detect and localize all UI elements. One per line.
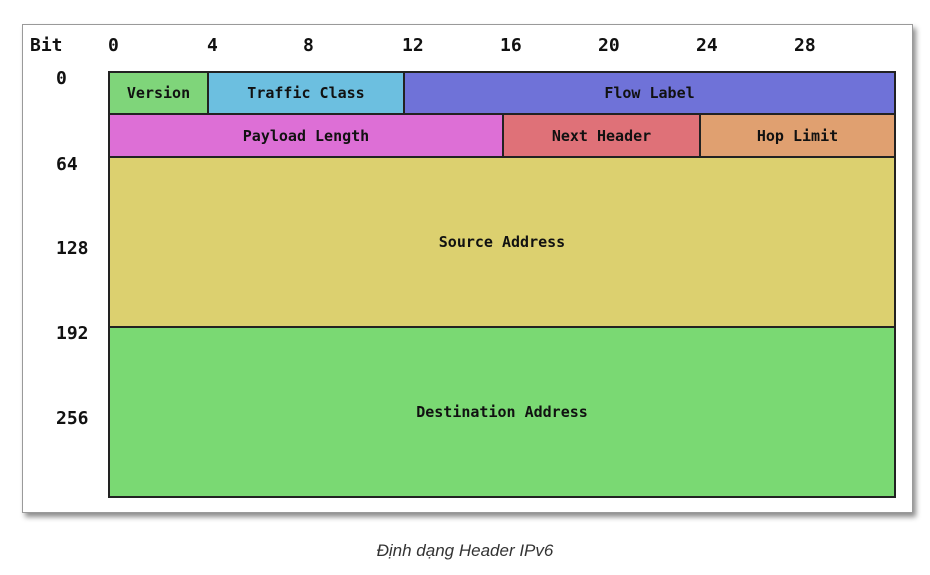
field-destination-address: Destination Address <box>108 326 896 498</box>
field-traffic-class: Traffic Class <box>207 71 405 115</box>
figure-caption: Định dạng Header IPv6 <box>376 541 554 560</box>
row-label-64: 64 <box>56 154 78 175</box>
field-next-header: Next Header <box>502 113 701 158</box>
bit-tick-20: 20 <box>598 35 620 56</box>
bit-tick-4: 4 <box>207 35 218 56</box>
bit-axis-title: Bit <box>30 35 63 56</box>
row-label-256: 256 <box>56 408 89 429</box>
field-flow-label: Flow Label <box>403 71 896 115</box>
bit-tick-12: 12 <box>402 35 424 56</box>
field-hop-limit: Hop Limit <box>699 113 896 158</box>
field-source-address: Source Address <box>108 156 896 328</box>
bit-tick-8: 8 <box>303 35 314 56</box>
bit-tick-24: 24 <box>696 35 718 56</box>
bit-tick-28: 28 <box>794 35 816 56</box>
row-label-128: 128 <box>56 238 89 259</box>
field-payload-length: Payload Length <box>108 113 504 158</box>
bit-tick-16: 16 <box>500 35 522 56</box>
field-version: Version <box>108 71 209 115</box>
bit-tick-0: 0 <box>108 35 119 56</box>
row-label-0: 0 <box>56 68 67 89</box>
row-label-192: 192 <box>56 323 89 344</box>
